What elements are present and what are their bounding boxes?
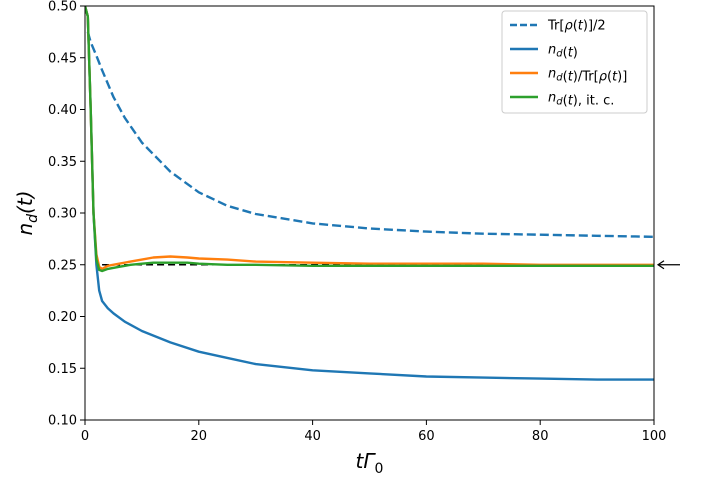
- y-tick-label: 0.50: [48, 0, 77, 15]
- y-tick-label: 0.45: [48, 51, 77, 66]
- x-tick-label: 100: [642, 429, 667, 444]
- legend-box: [501, 10, 648, 114]
- legend-label-0: Tr[ρ(t)]/2: [547, 19, 606, 34]
- x-tick-label: 80: [532, 429, 549, 444]
- y-axis-label: nd(t): [13, 190, 41, 235]
- y-tick-label: 0.10: [48, 414, 77, 429]
- x-axis-label: tΓ0: [356, 449, 384, 477]
- y-tick-label: 0.40: [48, 103, 77, 118]
- series-line-0: [86, 31, 654, 238]
- series-line-3: [85, 6, 654, 273]
- x-tick-label: 20: [191, 429, 208, 444]
- x-tick-label: 60: [418, 429, 435, 444]
- x-tick-label: 0: [81, 429, 89, 444]
- legend-label-3: nd(t), it. c.: [548, 91, 614, 109]
- legend-label-2: nd(t)/Tr[ρ(t)]: [548, 67, 627, 85]
- legend-label-1: nd(t): [548, 43, 578, 61]
- y-tick-label: 0.15: [48, 362, 77, 377]
- legend: Tr[ρ(t)]/2 nd(t) nd(t)/Tr[ρ(t)] nd(t), it. …: [501, 10, 648, 114]
- x-tick-label: 40: [304, 429, 321, 444]
- reference-arrow-icon: [656, 260, 680, 270]
- y-tick-label: 0.35: [48, 155, 77, 170]
- axis-ticks: 0 20 40 60 80 100 0.10 0.15 0.20 0.25 0.30 0.35 0.40…: [48, 0, 666, 444]
- y-tick-label: 0.25: [48, 258, 77, 273]
- series-lines: [85, 6, 654, 381]
- y-tick-label: 0.30: [48, 207, 77, 222]
- y-tick-label: 0.20: [48, 310, 77, 325]
